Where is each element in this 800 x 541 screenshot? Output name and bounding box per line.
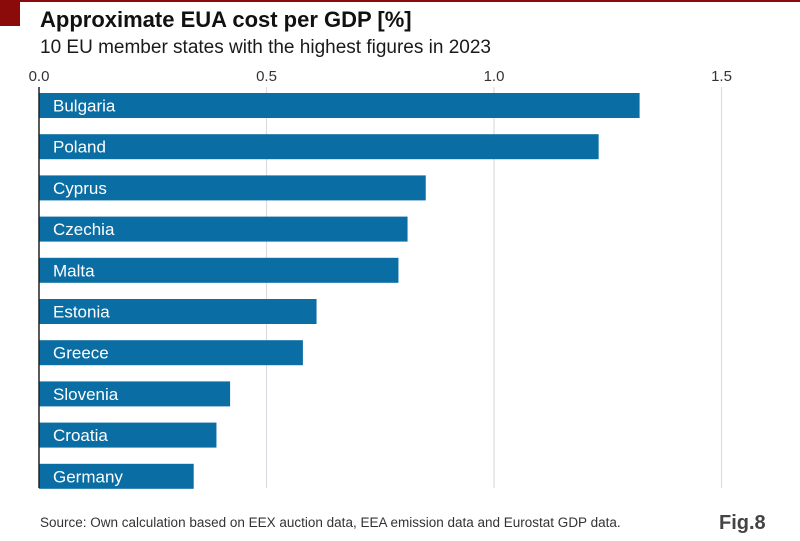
x-tick-label: 0.5 xyxy=(256,68,277,85)
figure-label: Fig.8 xyxy=(719,512,766,534)
top-accent-rule xyxy=(0,0,800,2)
bar-label: Greece xyxy=(53,344,109,363)
source-note: Source: Own calculation based on EEX auc… xyxy=(40,515,621,530)
bar-label: Malta xyxy=(53,261,95,280)
bar-label: Poland xyxy=(53,138,106,157)
bar-slovenia xyxy=(39,381,231,407)
x-tick-label: 1.5 xyxy=(711,68,732,85)
bar-cyprus xyxy=(39,175,426,201)
bar-greece xyxy=(39,340,303,366)
chart-subtitle: 10 EU member states with the highest fig… xyxy=(40,37,491,58)
x-tick-label: 1.0 xyxy=(484,68,505,85)
bar-bulgaria xyxy=(39,93,640,118)
bar-label: Bulgaria xyxy=(53,97,116,116)
bar-estonia xyxy=(39,299,317,324)
x-axis-ticks: 0.0 0.5 1.0 1.5 xyxy=(29,68,732,85)
x-tick-label: 0.0 xyxy=(29,68,50,85)
bar-label: Slovenia xyxy=(53,385,119,404)
bar-croatia xyxy=(39,422,217,448)
bar-label: Croatia xyxy=(53,426,108,445)
corner-accent-block xyxy=(0,0,20,26)
bar-label: Cyprus xyxy=(53,179,107,198)
bar-czechia xyxy=(39,216,408,242)
chart-title: Approximate EUA cost per GDP [%] xyxy=(40,7,412,32)
bar-germany xyxy=(39,463,194,489)
bar-malta xyxy=(39,257,399,283)
bars: Bulgaria Poland Cyprus Czechia Malta Estonia G… xyxy=(39,93,640,489)
bar-label: Estonia xyxy=(53,303,110,322)
bar-label: Germany xyxy=(53,467,123,486)
bar-label: Czechia xyxy=(53,220,115,239)
bar-poland xyxy=(39,134,599,160)
